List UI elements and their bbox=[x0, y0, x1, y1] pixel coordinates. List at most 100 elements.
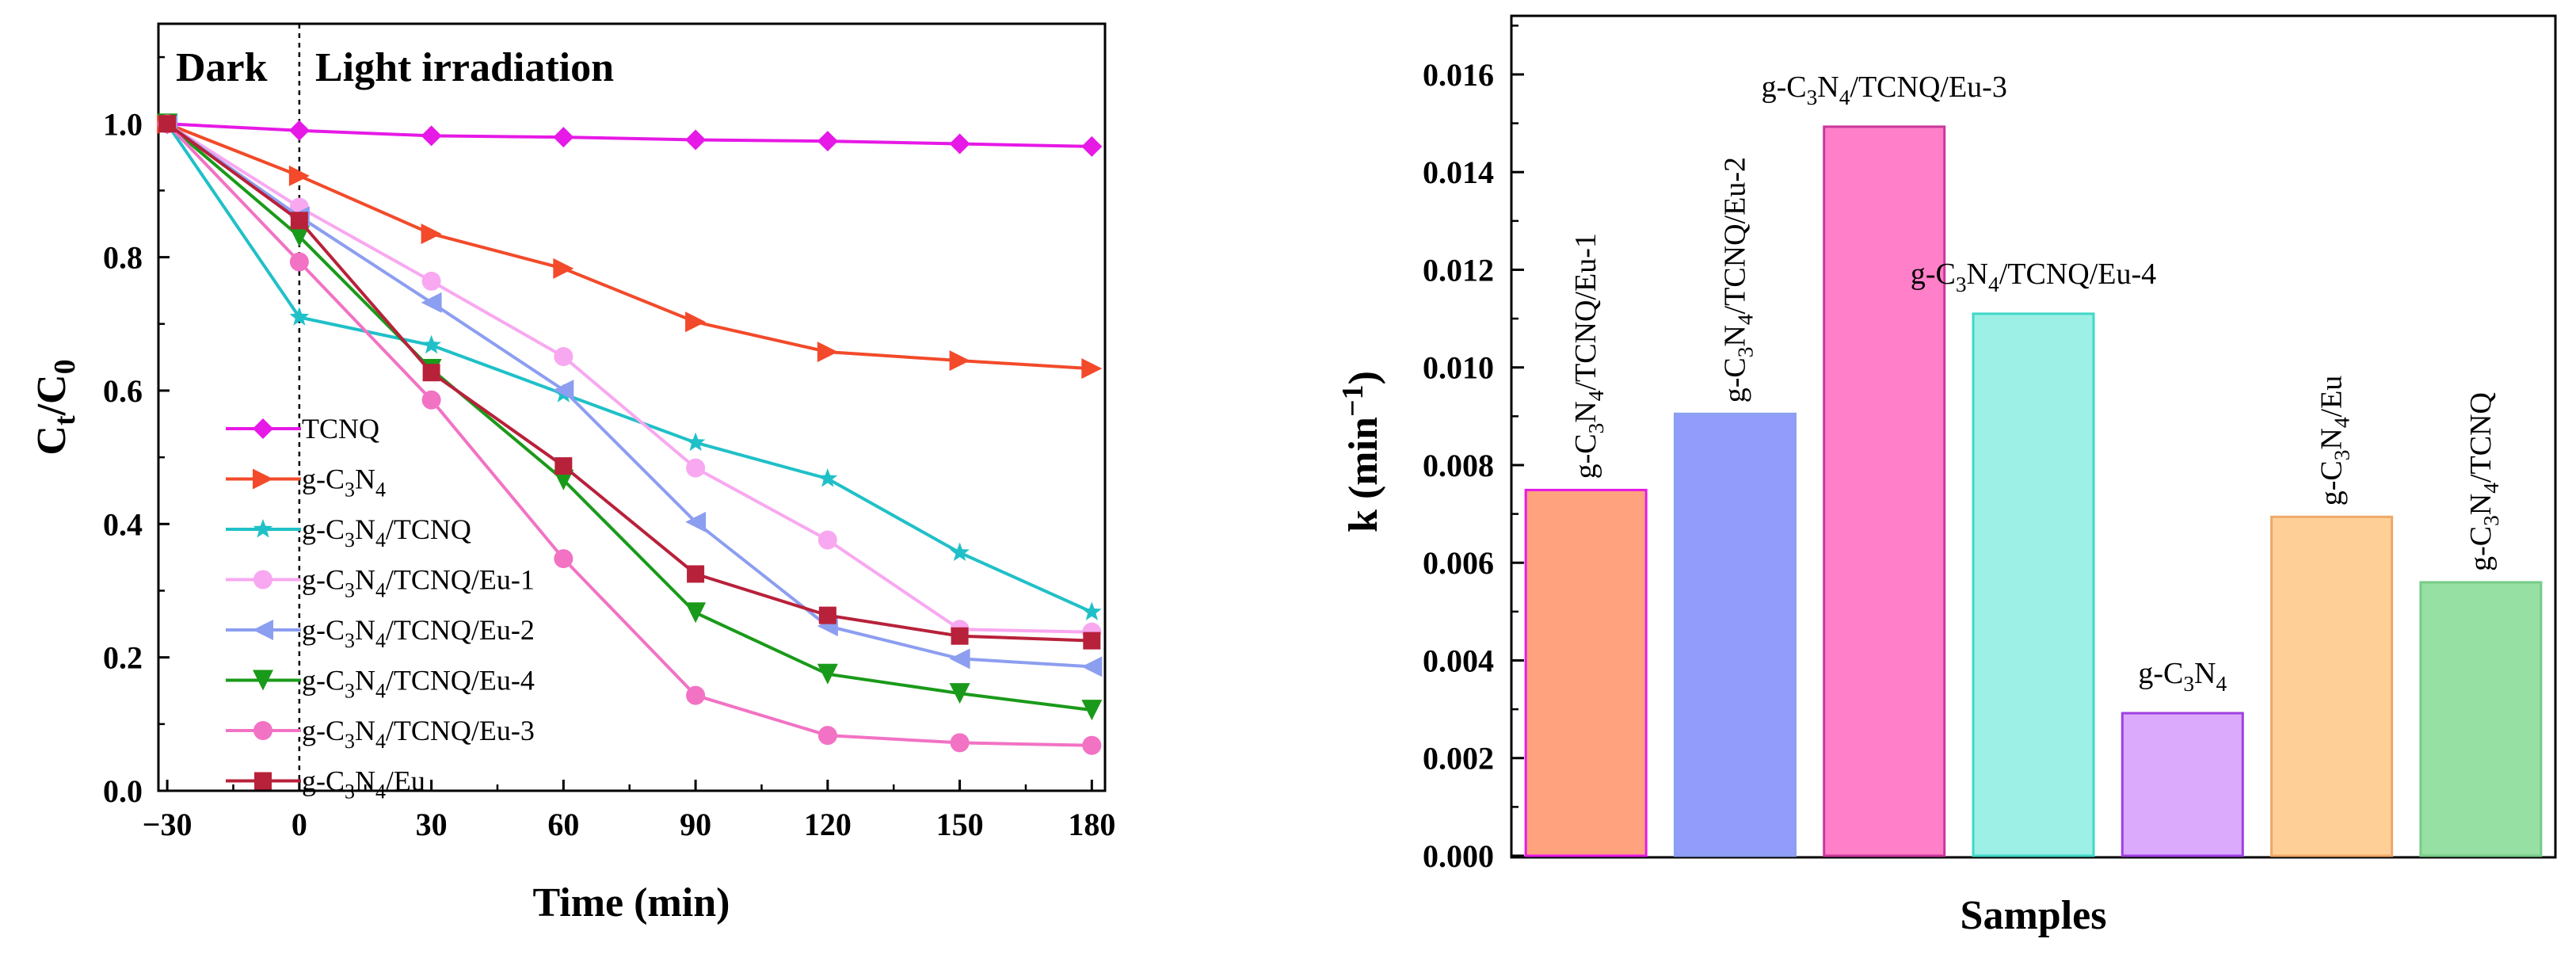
formula-part: g-C bbox=[302, 715, 345, 746]
data-point bbox=[288, 165, 310, 186]
y-title-sep: /C bbox=[29, 374, 74, 416]
series-4 bbox=[157, 113, 1103, 677]
y-tick-label: 0.010 bbox=[1423, 350, 1494, 386]
legend-marker bbox=[253, 418, 273, 439]
legend-item: g-C3N4/TCNQ/Eu-3 bbox=[226, 715, 535, 753]
x-axis-title-left: Time (min) bbox=[533, 880, 730, 925]
subscript: 4 bbox=[375, 730, 386, 753]
legend-marker bbox=[253, 620, 273, 640]
data-point bbox=[817, 726, 837, 746]
subscript: 4 bbox=[375, 780, 386, 803]
left-x-ticks: −30 0 30 60 90 120 150 180 bbox=[143, 780, 1115, 842]
formula-part: /TCNQ/Eu-4 bbox=[1999, 258, 2156, 291]
subscript: 3 bbox=[345, 529, 355, 551]
legend-marker bbox=[253, 670, 273, 691]
legend-label: g-C3N4/TCNQ/Eu-3 bbox=[302, 715, 535, 753]
subscript: 3 bbox=[345, 629, 355, 652]
x-tick-label: 30 bbox=[416, 807, 448, 842]
x-tick-label: 60 bbox=[547, 807, 579, 842]
subscript: 3 bbox=[2330, 450, 2354, 461]
y-tick-label: 0.4 bbox=[103, 506, 143, 542]
formula-part: g-C bbox=[302, 765, 345, 797]
data-point bbox=[949, 648, 970, 670]
formula-part: N bbox=[1817, 71, 1839, 104]
formula-part: N bbox=[1718, 325, 1751, 346]
data-point bbox=[554, 549, 574, 569]
data-point bbox=[422, 364, 440, 382]
bars-group: g-C3N4/TCNQ/Eu-1 g-C3N4/TCNQ/Eu-2g-C3N4/T… bbox=[1524, 71, 2543, 857]
data-point bbox=[554, 457, 573, 475]
y-title-sub-t: t bbox=[48, 415, 82, 425]
plot-frame-left bbox=[157, 22, 1107, 792]
y-axis-title-left: Ct/C0 bbox=[29, 359, 82, 455]
y-tick-label: 0.002 bbox=[1423, 741, 1494, 777]
y-tick-label: 0.000 bbox=[1423, 838, 1494, 874]
y-tick-label: 0.6 bbox=[103, 373, 143, 409]
formula-part: /TCNQ bbox=[2464, 392, 2498, 483]
data-point bbox=[1081, 656, 1103, 677]
y-tick-label: 0.2 bbox=[103, 640, 143, 676]
bar-label: g-C3N4/TCNQ bbox=[2464, 392, 2503, 571]
subscript: 4 bbox=[2479, 483, 2503, 494]
series-line bbox=[166, 122, 1092, 747]
bar-group: g-C3N4/TCNQ/Eu-1 bbox=[1524, 233, 1648, 857]
subscript: 4 bbox=[1584, 390, 1608, 401]
data-point bbox=[421, 334, 441, 354]
y-tick-label: 0.006 bbox=[1423, 545, 1494, 581]
formula-part: g-C bbox=[1569, 433, 1602, 479]
subscript: 4 bbox=[1839, 86, 1850, 109]
plot-frame-right bbox=[1510, 14, 2557, 859]
bar-label: g-C3N4/TCNQ/Eu-3 bbox=[1762, 71, 2007, 109]
data-point bbox=[686, 685, 706, 705]
data-point bbox=[950, 542, 970, 561]
data-point bbox=[817, 342, 838, 363]
series-line bbox=[166, 122, 1092, 634]
formula-part: N bbox=[355, 765, 375, 797]
data-point bbox=[950, 733, 970, 753]
bar-group: g-C3N4/Eu bbox=[2270, 376, 2394, 857]
x-tick-label: −30 bbox=[143, 807, 192, 842]
legend-label: g-C3N4/TCNQ/Eu-2 bbox=[302, 614, 535, 652]
formula-part: N bbox=[1967, 258, 1988, 291]
legend-label: g-C3N4/TCNQ/Eu-4 bbox=[302, 665, 535, 703]
x-tick-label: 150 bbox=[936, 807, 984, 842]
formula-part: g-C bbox=[1911, 258, 1956, 291]
legend-item: g-C3N4/TCNQ/Eu-2 bbox=[226, 614, 535, 652]
x-tick-label: 90 bbox=[680, 807, 711, 842]
data-point bbox=[289, 252, 309, 272]
y-title-sub-0: 0 bbox=[48, 359, 82, 374]
legend-item: TCNQ bbox=[226, 413, 379, 445]
formula-part: /TCNQ/Eu-1 bbox=[386, 564, 535, 596]
formula-part: /TCNQ/Eu-1 bbox=[1569, 233, 1602, 390]
x-axis-title-right: Samples bbox=[1961, 893, 2107, 938]
subscript: 4 bbox=[375, 629, 386, 652]
left-series-group bbox=[157, 113, 1103, 755]
subscript: 4 bbox=[1733, 314, 1757, 325]
legend-marker bbox=[253, 570, 272, 590]
bar-group: g-C3N4 bbox=[2121, 657, 2244, 857]
dark-label: Dark bbox=[176, 45, 268, 90]
subscript: 4 bbox=[375, 680, 386, 703]
bar-label: g-C3N4/Eu bbox=[2315, 376, 2354, 506]
bar-label: g-C3N4/TCNQ/Eu-1 bbox=[1569, 233, 1608, 479]
bar bbox=[1524, 488, 1648, 857]
formula-part: g-C bbox=[302, 513, 345, 545]
legend-item: g-C3N4/TCNQ/Eu-1 bbox=[226, 564, 535, 602]
right-y-ticks: 0.000 0.002 0.004 0.006 0.008 0.010 0.012 0.014… bbox=[1423, 25, 1524, 874]
data-point bbox=[290, 212, 308, 230]
k-title-close: ) bbox=[1341, 371, 1386, 384]
legend-item: g-C3N4 bbox=[226, 464, 386, 502]
formula-part: g-C bbox=[1762, 71, 1807, 104]
legend-label: g-C3N4 bbox=[302, 464, 386, 502]
subscript: 3 bbox=[345, 680, 355, 703]
data-point bbox=[685, 432, 706, 452]
data-point bbox=[421, 390, 441, 410]
data-point bbox=[951, 627, 969, 645]
bar-group: g-C3N4/TCNQ/Eu-3 bbox=[1762, 71, 2007, 857]
formula-part: g-C bbox=[2464, 526, 2498, 571]
x-tick-label: 120 bbox=[804, 807, 852, 842]
x-tick-label: 180 bbox=[1068, 807, 1115, 842]
legend-marker bbox=[253, 519, 273, 538]
formula-part: N bbox=[2194, 657, 2216, 690]
